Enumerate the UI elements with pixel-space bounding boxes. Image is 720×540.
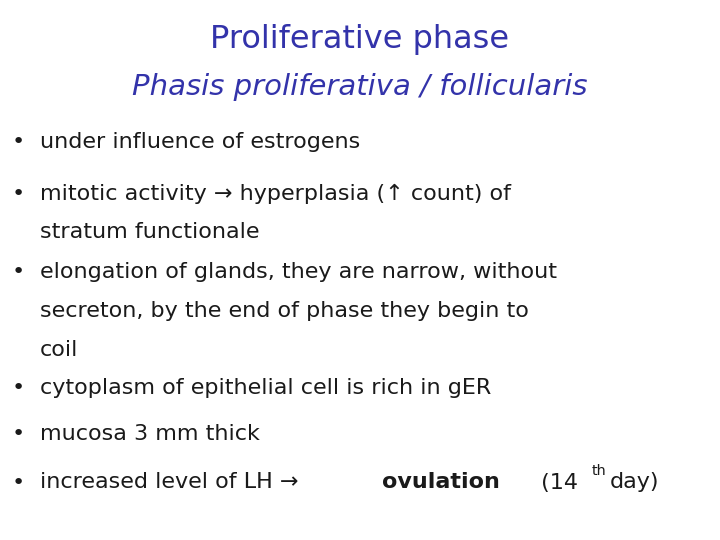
Text: mitotic activity → hyperplasia (↑ count) of: mitotic activity → hyperplasia (↑ count)… xyxy=(40,184,510,204)
Text: (14: (14 xyxy=(534,472,578,492)
Text: elongation of glands, they are narrow, without: elongation of glands, they are narrow, w… xyxy=(40,262,557,282)
Text: Proliferative phase: Proliferative phase xyxy=(210,24,510,55)
Text: coil: coil xyxy=(40,340,78,360)
Text: day): day) xyxy=(611,472,660,492)
Text: increased level of LH →: increased level of LH → xyxy=(40,472,305,492)
Text: Phasis proliferativa / follicularis: Phasis proliferativa / follicularis xyxy=(132,73,588,101)
Text: mucosa 3 mm thick: mucosa 3 mm thick xyxy=(40,424,259,444)
Text: •: • xyxy=(12,132,24,152)
Text: stratum functionale: stratum functionale xyxy=(40,222,259,242)
Text: •: • xyxy=(12,378,24,398)
Text: ovulation: ovulation xyxy=(382,472,500,492)
Text: •: • xyxy=(12,472,24,492)
Text: under influence of estrogens: under influence of estrogens xyxy=(40,132,360,152)
Text: cytoplasm of epithelial cell is rich in gER: cytoplasm of epithelial cell is rich in … xyxy=(40,378,491,398)
Text: •: • xyxy=(12,184,24,204)
Text: secreton, by the end of phase they begin to: secreton, by the end of phase they begin… xyxy=(40,301,528,321)
Text: •: • xyxy=(12,262,24,282)
Text: •: • xyxy=(12,424,24,444)
Text: th: th xyxy=(591,464,606,478)
